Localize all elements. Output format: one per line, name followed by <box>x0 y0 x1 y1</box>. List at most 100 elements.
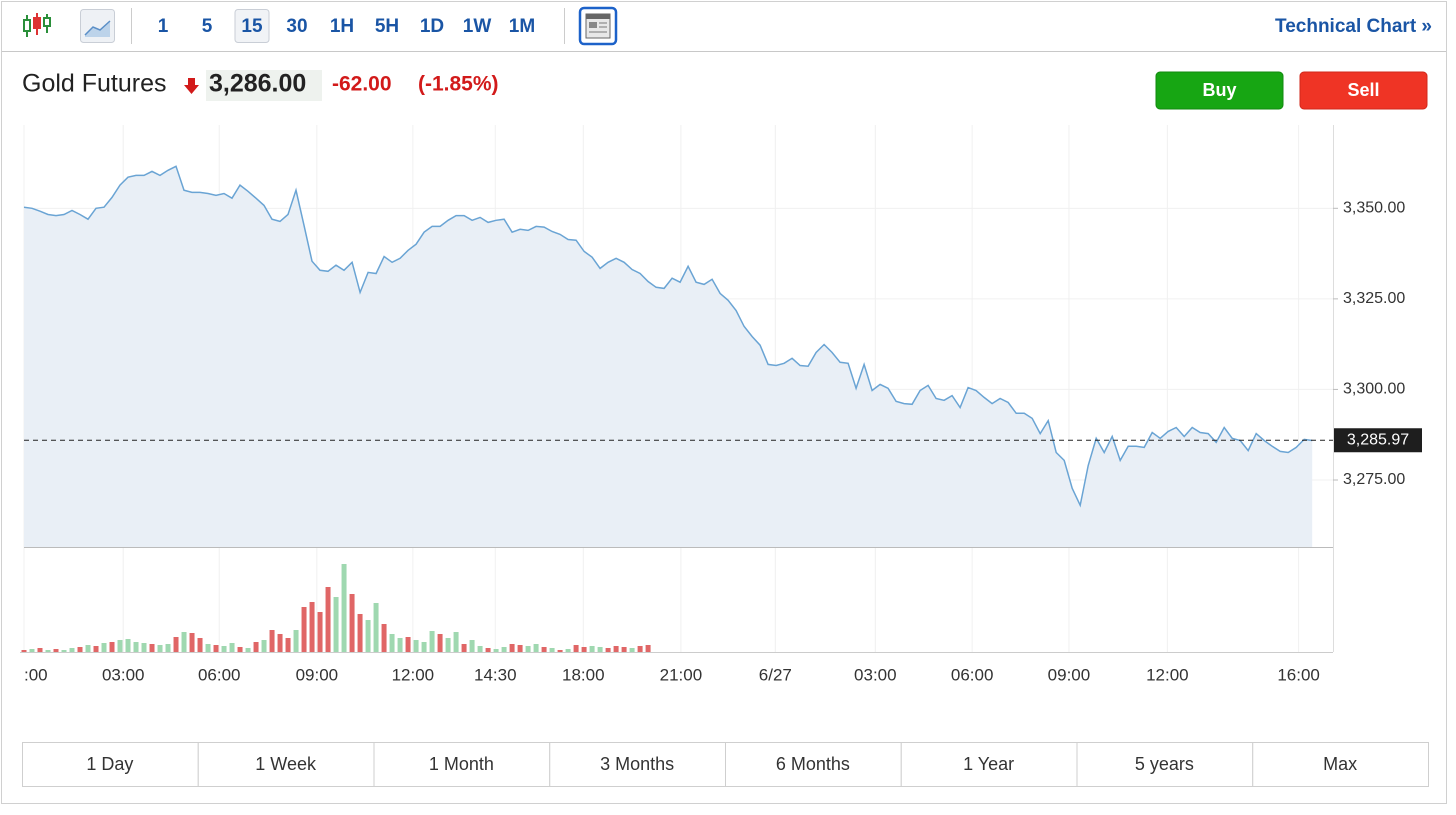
last-value-box <box>1334 428 1422 453</box>
volume-bar <box>45 650 51 652</box>
range-label[interactable]: 5 years <box>1135 754 1194 774</box>
volume-bar <box>165 644 171 652</box>
interval-button[interactable]: 1H <box>330 16 354 37</box>
volume-bar <box>325 587 331 652</box>
area-icon[interactable] <box>80 9 115 43</box>
volume-bar <box>429 631 435 652</box>
range-button[interactable] <box>1252 742 1429 787</box>
volume-bar <box>101 643 107 652</box>
last-value-label: 3,285.97 <box>1347 431 1409 448</box>
volume-bar <box>477 646 483 652</box>
interval-button[interactable]: 15 <box>241 16 263 37</box>
volume-bar <box>533 644 539 652</box>
volume-bar <box>205 644 211 652</box>
volume-bar <box>581 647 587 652</box>
volume-bar <box>61 650 67 652</box>
volume-bar <box>333 597 339 652</box>
interval-button[interactable]: 5H <box>375 16 399 37</box>
volume-bar <box>557 650 563 652</box>
volume-bar <box>109 642 115 652</box>
x-tick-label: 18:00 <box>562 665 605 684</box>
volume-bar <box>261 640 267 652</box>
volume-bar <box>437 634 443 652</box>
technical-chart-link[interactable]: Technical Chart » <box>1275 16 1432 37</box>
volume-bar <box>157 645 163 652</box>
sell-button[interactable]: Sell <box>1299 71 1428 110</box>
volume-bar <box>189 633 195 652</box>
volume-bar <box>517 645 523 652</box>
volume-bar <box>485 648 491 652</box>
layout-icon[interactable] <box>578 6 618 46</box>
range-label[interactable]: 6 Months <box>776 754 850 774</box>
volume-bar <box>357 614 363 652</box>
volume-bar <box>117 640 123 652</box>
volume-bar <box>221 646 227 652</box>
volume-bar <box>613 646 619 652</box>
interval-button[interactable]: 1W <box>463 16 492 37</box>
volume-bar <box>301 607 307 652</box>
sell-label[interactable]: Sell <box>1347 80 1379 100</box>
volume-bar <box>501 647 507 652</box>
candle-icon[interactable] <box>23 13 51 37</box>
volume-bar <box>37 648 43 652</box>
volume-bar <box>317 612 323 652</box>
x-tick-label: 21:00 <box>660 665 703 684</box>
y-tick-label: 3,300.00 <box>1343 381 1405 398</box>
interval-button[interactable]: 1M <box>509 16 535 37</box>
volume-bar <box>421 642 427 652</box>
x-tick-label: :00 <box>24 665 48 684</box>
volume-bar <box>469 640 475 652</box>
volume-bar <box>597 647 603 652</box>
x-tick-label: 12:00 <box>1146 665 1189 684</box>
x-tick-label: 16:00 <box>1277 665 1320 684</box>
volume-bar <box>397 638 403 652</box>
volume-bar <box>365 620 371 652</box>
volume-bar <box>605 648 611 652</box>
interval-button[interactable]: 1D <box>420 16 444 37</box>
x-tick-label: 06:00 <box>198 665 241 684</box>
volume-bar <box>461 644 467 652</box>
volume-bar <box>53 649 59 652</box>
volume-bar <box>629 648 635 652</box>
range-label[interactable]: Max <box>1323 754 1357 774</box>
volume-bar <box>405 637 411 652</box>
y-tick-label: 3,325.00 <box>1343 290 1405 307</box>
volume-bar <box>509 644 515 652</box>
volume-bar <box>565 649 571 652</box>
range-label[interactable]: 3 Months <box>600 754 674 774</box>
range-label[interactable]: 1 Year <box>963 754 1014 774</box>
buy-label[interactable]: Buy <box>1202 80 1236 100</box>
volume-bar <box>445 638 451 652</box>
volume-bar <box>453 632 459 652</box>
price-highlight <box>206 70 322 101</box>
y-tick-label: 3,275.00 <box>1343 471 1405 488</box>
volume-bar <box>181 632 187 652</box>
x-tick-label: 14:30 <box>474 665 517 684</box>
interval-button[interactable]: 1 <box>158 16 169 37</box>
volume-bar <box>349 594 355 652</box>
volume-bar <box>589 646 595 652</box>
volume-bar <box>277 634 283 652</box>
selected-interval-box <box>234 9 270 43</box>
volume-bar <box>173 637 179 652</box>
interval-button[interactable]: 5 <box>202 16 213 37</box>
x-tick-label: 12:00 <box>392 665 435 684</box>
range-button[interactable] <box>900 742 1078 787</box>
x-tick-label: 03:00 <box>854 665 897 684</box>
volume-bar <box>309 602 315 652</box>
range-button[interactable] <box>549 742 726 787</box>
buy-button[interactable]: Buy <box>1155 71 1284 110</box>
volume-bar <box>549 648 555 652</box>
volume-bar <box>85 645 91 652</box>
range-label[interactable]: 1 Day <box>86 754 133 774</box>
range-button[interactable] <box>22 742 199 787</box>
plot: Investing.com3,350.003,325.003,300.003,2… <box>20 125 1422 684</box>
range-label[interactable]: 1 Month <box>429 754 494 774</box>
change-percent: (-1.85%) <box>418 73 499 96</box>
volume-bar <box>373 603 379 652</box>
interval-button[interactable]: 30 <box>286 16 307 37</box>
volume-bar <box>21 650 27 652</box>
range-label[interactable]: 1 Week <box>255 754 317 774</box>
volume-bar <box>69 648 75 652</box>
